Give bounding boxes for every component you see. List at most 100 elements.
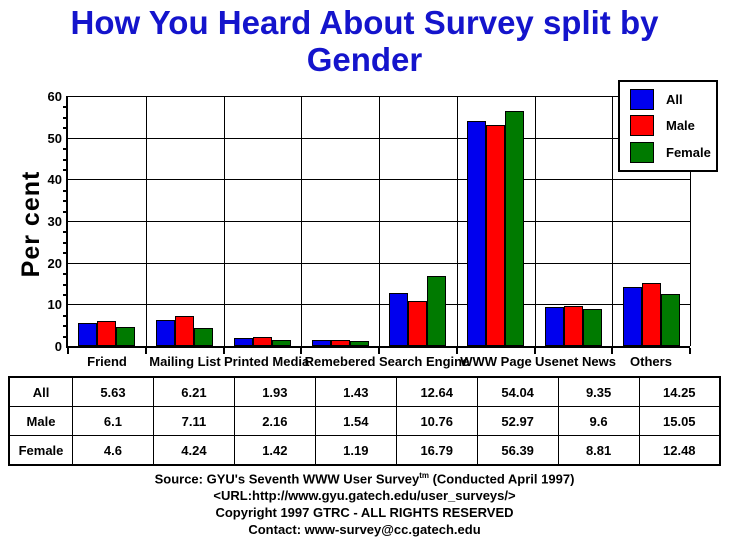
bar-all-remebered — [312, 340, 331, 346]
table-row-all: All 5.63 6.21 1.93 1.43 12.64 54.04 9.35 14.25 — [8, 376, 721, 407]
chart-title-line1: How You Heard About Survey split by — [70, 4, 659, 41]
data-table: All 5.63 6.21 1.93 1.43 12.64 54.04 9.35 14.25 Ma… — [8, 376, 721, 466]
table-cell: 1.93 — [233, 376, 316, 407]
y-minor-tick — [63, 169, 67, 171]
row-label: Male — [8, 406, 73, 436]
y-minor-tick — [63, 252, 67, 254]
y-minor-tick — [63, 200, 67, 202]
bar-female-others — [661, 294, 680, 346]
footer-tm-superscript: tm — [419, 471, 429, 480]
table-cell: 12.48 — [638, 435, 721, 466]
y-minor-tick — [63, 325, 67, 327]
table-cell: 6.21 — [152, 376, 235, 407]
category-label: Remebered — [304, 354, 376, 369]
y-minor-tick — [63, 211, 67, 213]
legend-label-female: Female — [666, 145, 711, 161]
table-cell: 52.97 — [476, 406, 559, 436]
category-label: Mailing List — [149, 354, 221, 369]
footer-source-date: (Conducted April 1997) — [428, 471, 575, 487]
category-gridline — [535, 96, 536, 346]
x-tick — [456, 348, 458, 354]
category-label: Usenet News — [535, 354, 616, 369]
y-tick-label: 50 — [47, 131, 62, 146]
table-cell: 1.42 — [233, 435, 316, 466]
bar-female-mailing-list — [194, 328, 213, 346]
all-color-swatch — [630, 88, 654, 110]
footer-contact-line: Contact: www-survey@cc.gatech.edu — [248, 522, 481, 538]
legend-label-all: All — [666, 91, 683, 107]
category-label: Search Engine — [379, 354, 470, 369]
category-gridline — [612, 96, 613, 346]
table-row-male: Male 6.1 7.11 2.16 1.54 10.76 52.97 9.6 15.05 — [8, 406, 721, 436]
table-cell: 7.11 — [152, 406, 235, 436]
y-tick-label: 10 — [47, 297, 62, 312]
legend-label-male: Male — [666, 118, 695, 134]
table-cell: 16.79 — [395, 435, 478, 466]
footer-copyright-line: Copyright 1997 GTRC - ALL RIGHTS RESERVE… — [215, 505, 514, 521]
table-cell: 9.35 — [557, 376, 640, 407]
y-tick-label: 40 — [47, 172, 62, 187]
category-label: WWW Page — [460, 354, 532, 369]
x-tick — [67, 348, 69, 354]
category-gridline — [301, 96, 302, 346]
y-minor-tick — [63, 242, 67, 244]
bar-all-others — [623, 287, 642, 346]
bar-all-search-engine — [389, 293, 408, 346]
bar-male-printed-media — [253, 337, 272, 346]
table-cell: 54.04 — [476, 376, 559, 407]
footer-source-line: Source: GYU's Seventh WWW User Surveytm … — [0, 467, 729, 487]
x-tick — [534, 348, 536, 354]
male-color-swatch — [630, 115, 654, 137]
y-minor-tick — [63, 273, 67, 275]
y-minor-tick — [63, 106, 67, 108]
y-tick-label: 30 — [47, 214, 62, 229]
table-cell: 12.64 — [395, 376, 478, 407]
y-axis — [66, 96, 68, 348]
bar-all-printed-media — [234, 338, 253, 346]
table-cell: 4.6 — [72, 435, 154, 466]
legend-entry: Female — [630, 142, 716, 164]
footer: Source: GYU's Seventh WWW User Surveytm … — [0, 467, 729, 538]
table-cell: 6.1 — [72, 406, 154, 436]
table-cell: 1.43 — [314, 376, 397, 407]
y-tick-label: 20 — [47, 256, 62, 271]
table-cell: 1.19 — [314, 435, 397, 466]
bar-male-remebered — [331, 340, 350, 346]
chart-title: How You Heard About Survey split by Gend… — [0, 4, 729, 78]
bar-male-others — [642, 283, 661, 346]
bar-female-remebered — [350, 341, 369, 346]
chart-legend: All Male Female — [618, 80, 718, 172]
category-gridline — [146, 96, 147, 346]
table-row-female: Female 4.6 4.24 1.42 1.19 16.79 56.39 8.81 12.48 — [8, 435, 721, 466]
bar-female-usenet-news — [583, 309, 602, 346]
y-minor-tick — [63, 148, 67, 150]
table-cell: 8.81 — [557, 435, 640, 466]
bar-male-search-engine — [408, 301, 427, 346]
bar-female-www-page — [505, 111, 524, 346]
bar-female-friend — [116, 327, 135, 346]
x-tick — [689, 348, 691, 354]
table-cell: 2.16 — [233, 406, 316, 436]
category-label: Printed Media — [224, 354, 310, 369]
y-minor-tick — [63, 231, 67, 233]
category-label: Friend — [87, 354, 127, 369]
y-minor-tick — [63, 190, 67, 192]
bar-male-friend — [97, 321, 116, 346]
row-label: All — [8, 376, 73, 407]
legend-entry: Male — [630, 115, 716, 137]
female-color-swatch — [630, 142, 654, 164]
bar-male-www-page — [486, 125, 505, 346]
y-minor-tick — [63, 127, 67, 129]
y-minor-tick — [63, 284, 67, 286]
table-cell: 5.63 — [72, 376, 154, 407]
row-label: Female — [8, 435, 73, 466]
bar-all-www-page — [467, 121, 486, 346]
category-gridline — [457, 96, 458, 346]
table-cell: 56.39 — [476, 435, 559, 466]
x-tick — [223, 348, 225, 354]
category-label: Others — [630, 354, 672, 369]
table-cell: 4.24 — [152, 435, 235, 466]
legend-entry: All — [630, 88, 716, 110]
y-minor-tick — [63, 294, 67, 296]
bar-male-usenet-news — [564, 306, 583, 346]
